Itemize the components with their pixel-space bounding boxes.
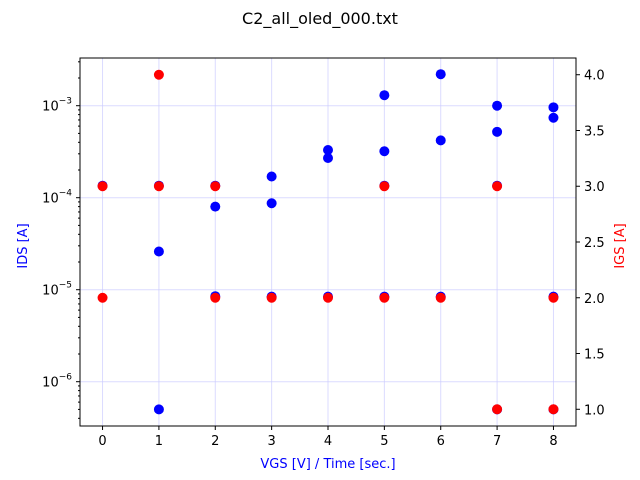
igs-point — [323, 292, 333, 303]
x-axis-label: VGS [V] / Time [sec.] — [260, 457, 395, 472]
igs-point — [97, 292, 108, 303]
ids-point — [323, 153, 333, 164]
grid — [80, 58, 576, 426]
x-tick-label: 4 — [324, 434, 332, 449]
ids-point — [435, 69, 446, 80]
right-y-tick-label: 3.0 — [584, 180, 605, 195]
igs-point — [153, 69, 164, 80]
igs-point — [210, 292, 221, 303]
chart-title: C2_all_oled_000.txt — [242, 9, 398, 29]
right-y-axis: 1.0 1.5 2.0 2.5 3.0 3.5 4.0 — [576, 69, 605, 418]
igs-point — [266, 292, 277, 303]
ids-point — [379, 90, 390, 101]
x-tick-label: 5 — [380, 434, 388, 449]
ids-point — [435, 135, 446, 146]
right-y-tick-label: 2.0 — [584, 292, 605, 307]
left-y-tick-label: 10−4 — [42, 189, 72, 207]
igs-point — [379, 181, 390, 192]
ids-point — [492, 100, 503, 111]
right-y-tick-label: 2.5 — [584, 236, 605, 251]
ids-point — [266, 198, 277, 209]
right-y-axis-label: IGS [A] — [613, 223, 628, 268]
igs-point — [492, 181, 503, 192]
igs-point — [210, 181, 221, 192]
ids-point — [492, 126, 503, 137]
igs-point — [548, 404, 559, 415]
x-axis: 0 1 2 3 4 5 6 7 8 — [98, 426, 558, 449]
x-tick-label: 0 — [98, 434, 106, 449]
left-y-tick-label: 10−5 — [42, 281, 72, 299]
igs-series — [97, 69, 559, 415]
right-y-tick-label: 3.5 — [584, 124, 605, 139]
left-y-axis: 10−6 10−5 10−4 10−3 — [42, 61, 80, 419]
right-y-tick-label: 1.0 — [584, 403, 605, 418]
igs-point — [379, 292, 390, 303]
ids-point — [379, 146, 390, 157]
right-y-tick-label: 4.0 — [584, 69, 605, 84]
left-y-tick-label: 10−3 — [42, 97, 72, 115]
x-tick-label: 6 — [437, 434, 445, 449]
igs-point — [492, 404, 503, 415]
x-tick-label: 1 — [155, 434, 163, 449]
igs-point — [548, 292, 559, 303]
ids-point — [210, 201, 221, 212]
x-tick-label: 8 — [549, 434, 557, 449]
ids-point — [548, 102, 559, 113]
ids-point — [548, 112, 559, 123]
ids-point — [266, 171, 277, 182]
ids-point — [153, 404, 164, 415]
ids-point — [153, 246, 164, 257]
left-y-tick-label: 10−6 — [42, 373, 72, 391]
right-y-tick-label: 1.5 — [584, 348, 605, 363]
x-tick-label: 7 — [493, 434, 501, 449]
left-y-axis-label: IDS [A] — [16, 223, 31, 268]
igs-point — [153, 181, 164, 192]
x-tick-label: 3 — [267, 434, 275, 449]
igs-point — [435, 292, 446, 303]
ids-point — [323, 145, 333, 155]
igs-point — [97, 181, 108, 192]
x-tick-label: 2 — [211, 434, 219, 449]
